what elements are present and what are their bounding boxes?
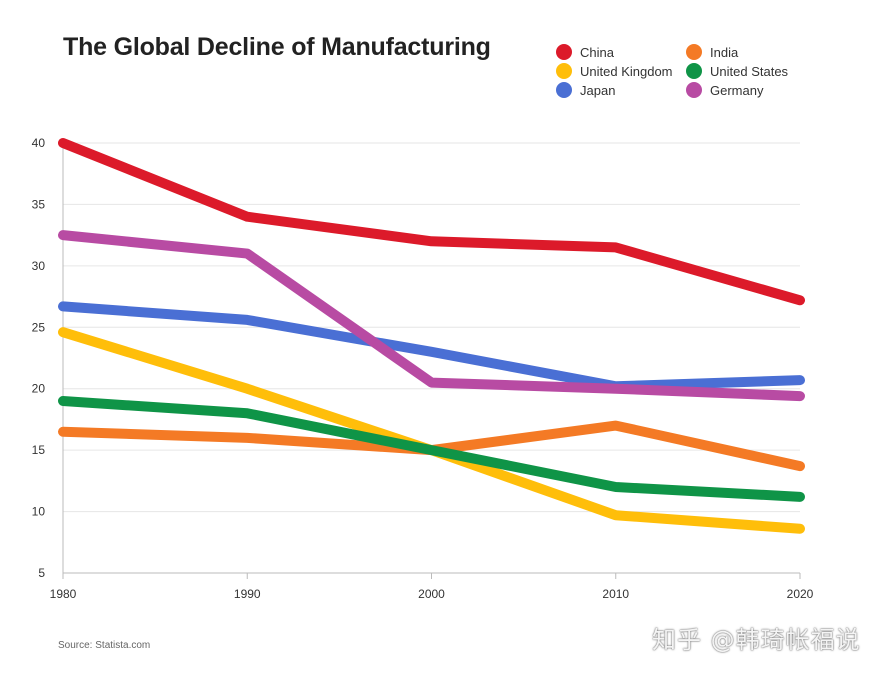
legend-swatch <box>556 44 572 60</box>
legend-label: United States <box>710 63 789 79</box>
series-line-china <box>58 138 805 306</box>
legend-swatch <box>686 82 702 98</box>
legend-label: Japan <box>580 82 616 98</box>
x-tick-label: 2000 <box>418 587 445 601</box>
series-lines <box>58 138 805 534</box>
series-line-united-states <box>58 396 805 502</box>
legend-swatch <box>686 44 702 60</box>
legend-label: India <box>710 44 739 60</box>
gridlines <box>63 142 800 513</box>
x-tick-label: 1980 <box>50 587 77 601</box>
y-tick-label: 15 <box>32 443 46 457</box>
y-tick-label: 30 <box>32 259 46 273</box>
y-tick-label: 10 <box>32 505 46 519</box>
y-tick-label: 40 <box>32 136 46 150</box>
y-tick-label: 5 <box>38 566 45 580</box>
watermark: 知乎 @韩琦帐福说 <box>652 626 861 654</box>
source-note: Source: Statista.com <box>58 640 151 651</box>
chart-title: The Global Decline of Manufacturing <box>63 33 491 61</box>
legend-item-united-states: United States <box>686 63 836 79</box>
legend-item-germany: Germany <box>686 82 836 98</box>
axes <box>62 143 801 579</box>
y-tick-label: 25 <box>32 320 46 334</box>
series-line-japan <box>58 301 805 392</box>
legend: China India United Kingdom United States Jap… <box>556 44 846 98</box>
legend-item-japan: Japan <box>556 82 686 98</box>
legend-label: Germany <box>710 82 764 98</box>
legend-swatch <box>686 63 702 79</box>
legend-label: United Kingdom <box>580 63 673 79</box>
x-tick-label: 2020 <box>787 587 814 601</box>
legend-swatch <box>556 82 572 98</box>
legend-item-china: China <box>556 44 686 60</box>
y-tick-label: 35 <box>32 197 46 211</box>
x-tick-label: 2010 <box>602 587 629 601</box>
x-tick-label: 1990 <box>234 587 261 601</box>
series-line-germany <box>58 230 805 402</box>
legend-label: China <box>580 44 614 60</box>
legend-swatch <box>556 63 572 79</box>
legend-item-united-kingdom: United Kingdom <box>556 63 686 79</box>
legend-item-india: India <box>686 44 836 60</box>
tick-labels: 5 10 15 20 25 30 35 40 1980 1990 2000 2010 2020 <box>32 136 814 601</box>
y-tick-label: 20 <box>32 382 46 396</box>
